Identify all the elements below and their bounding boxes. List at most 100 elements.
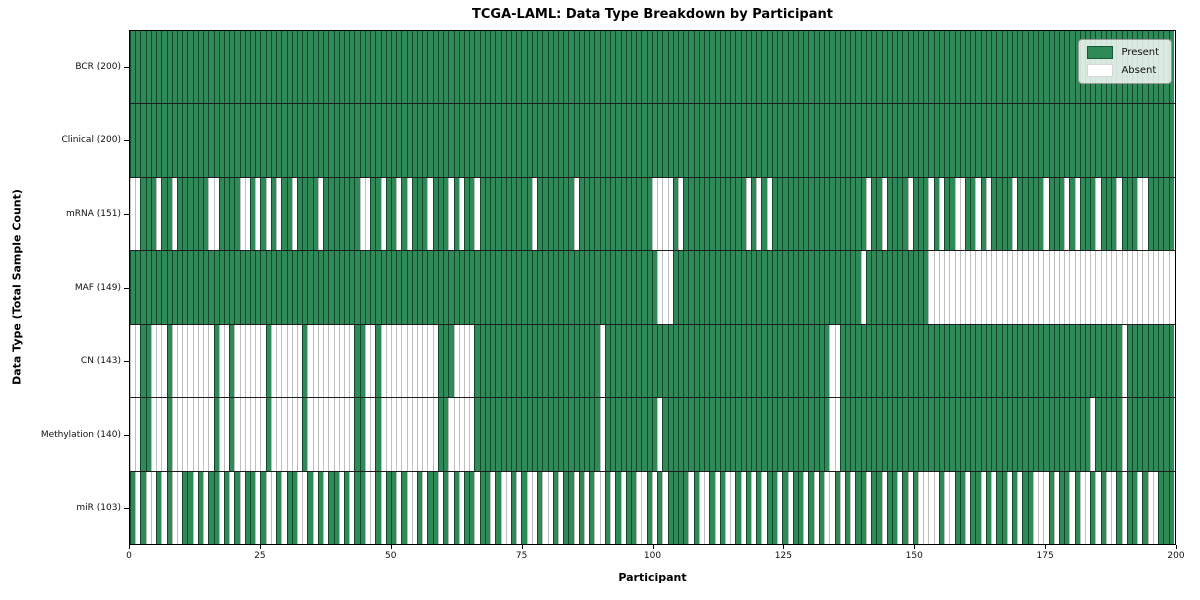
heatmap-cell [156,471,162,544]
heatmap-cell [839,251,845,324]
heatmap-cell [448,177,454,251]
heatmap-cell [1142,251,1148,324]
heatmap-cell [443,31,449,104]
heatmap-cell [787,471,793,544]
heatmap-cell [156,324,162,398]
heatmap-cell [771,398,778,471]
heatmap-cell [208,104,214,177]
heatmap-cell [484,324,491,398]
heatmap-cell [756,471,762,544]
heatmap-cell [907,31,913,104]
heatmap-cell [813,471,819,544]
heatmap-cell [563,177,569,251]
heatmap-cell [437,104,444,177]
heatmap-cell [474,31,480,104]
heatmap-cell [631,177,637,251]
heatmap-cell [563,31,569,104]
heatmap-cell [886,471,892,544]
heatmap-cell [1147,471,1153,544]
heatmap-cell [208,471,214,544]
heatmap-cell [568,177,574,251]
heatmap-cell [933,251,939,324]
heatmap-cell [683,177,689,251]
heatmap-cell [505,471,511,544]
heatmap-cell [187,324,193,398]
heatmap-cell [1053,324,1059,398]
heatmap-cell [907,104,913,177]
heatmap-cell [563,324,569,398]
heatmap-cell [239,31,245,104]
heatmap-cell [448,251,454,324]
heatmap-cell [265,251,271,324]
heatmap-cell [302,251,308,324]
heatmap-cell [229,251,235,324]
heatmap-cell [704,471,710,544]
heatmap-cell [683,104,689,177]
heatmap-cell [657,324,663,398]
heatmap-cell [417,104,423,177]
heatmap-cell [662,31,668,104]
heatmap-cell [1158,104,1164,177]
heatmap-cell [996,104,1002,177]
heatmap-cell [991,251,997,324]
heatmap-cell [683,31,689,104]
heatmap-cell [578,251,585,324]
heatmap-cell [766,398,772,471]
heatmap-cell [698,104,705,177]
heatmap-cell [223,177,230,251]
heatmap-cell [949,251,955,324]
y-tick-label-mir: miR (103) [76,503,121,514]
heatmap-cell [396,177,402,251]
heatmap-cell [610,104,616,177]
heatmap-cell [1100,324,1106,398]
heatmap-cell [385,251,391,324]
heatmap-cell [933,324,939,398]
heatmap-cell [850,31,856,104]
heatmap-cell [505,251,511,324]
heatmap-cell [959,31,965,104]
heatmap-cell [625,324,631,398]
heatmap-cell [735,104,741,177]
heatmap-cell [1137,398,1143,471]
heatmap-cell [260,398,266,471]
heatmap-cell [667,471,673,544]
heatmap-cell [176,398,183,471]
heatmap-cell [234,104,240,177]
heatmap-cell [761,398,767,471]
heatmap-cell [1011,324,1018,398]
heatmap-cell [954,324,960,398]
heatmap-cell [824,471,830,544]
heatmap-cell [176,324,183,398]
heatmap-cell [1027,251,1033,324]
heatmap-cell [145,104,151,177]
heatmap-cell [886,324,892,398]
heatmap-cell [698,31,705,104]
heatmap-cell [724,471,731,544]
heatmap-cell [1100,251,1106,324]
heatmap-cell [223,31,230,104]
heatmap-cell [1085,471,1091,544]
heatmap-cell [636,471,642,544]
heatmap-cell [959,471,965,544]
heatmap-cell [881,31,887,104]
heatmap-cell [688,471,694,544]
heatmap-cell [516,251,522,324]
x-tick-mark [783,545,785,549]
heatmap-cell [406,177,412,251]
heatmap-cell [589,31,595,104]
heatmap-cell [1001,177,1007,251]
heatmap-cell [255,471,261,544]
heatmap-cell [354,104,360,177]
heatmap-cell [787,324,793,398]
heatmap-cell [333,471,339,544]
heatmap-cell [735,251,741,324]
heatmap-cell [547,471,553,544]
heatmap-cell [406,398,412,471]
heatmap-cell [521,471,527,544]
heatmap-cell [975,104,981,177]
heatmap-cell [709,251,715,324]
heatmap-cell [1121,398,1127,471]
heatmap-cell [688,398,694,471]
heatmap-cell [928,177,934,251]
heatmap-cell [338,104,344,177]
